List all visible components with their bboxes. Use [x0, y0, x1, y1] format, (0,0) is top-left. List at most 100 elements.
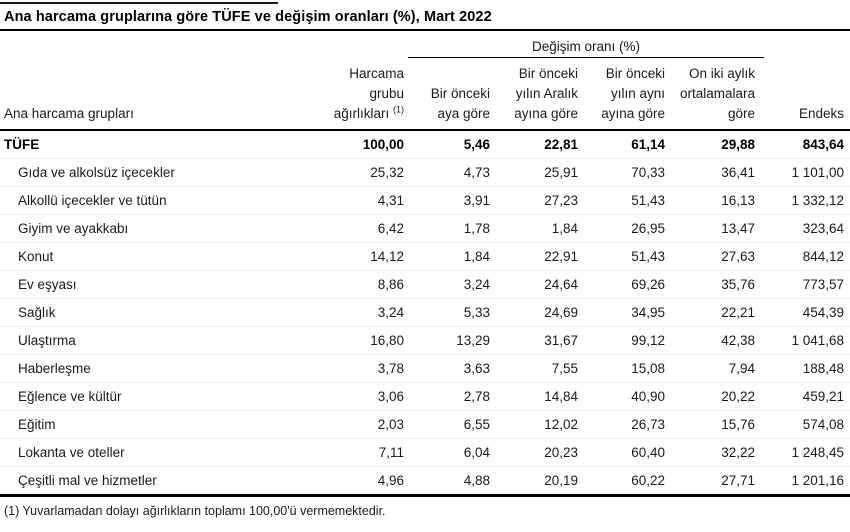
- yearly-change-value: 51,43: [631, 249, 665, 264]
- twelve-month-average-change-value: 35,76: [721, 277, 755, 292]
- monthly-change-value: 6,04: [463, 445, 490, 460]
- monthly-change-value: 1,78: [463, 221, 490, 236]
- since-december-change-value: 14,84: [544, 389, 578, 404]
- table-row: Konut 14,12 1,84 22,91 51,43 27,63 844,1…: [0, 242, 850, 270]
- table-row: Eğitim 2,03 6,55 12,02 26,73 15,76 574,0…: [0, 410, 850, 438]
- table-row: Haberleşme 3,78 3,63 7,55 15,08 7,94 188…: [0, 354, 850, 382]
- monthly-change-value: 13,29: [456, 333, 490, 348]
- column-header-twelve-month-average: On iki aylık ortalamalara göre: [679, 66, 755, 121]
- twelve-month-average-change-value: 42,38: [721, 333, 755, 348]
- index-value: 1 101,00: [791, 165, 844, 180]
- index-value: 1 332,12: [791, 193, 844, 208]
- row-label: Gıda ve alkolsüz içecekler: [18, 165, 175, 180]
- twelve-month-average-change-value: 15,76: [721, 417, 755, 432]
- since-december-change-value: 7,55: [551, 361, 578, 376]
- since-december-change-value: 20,23: [544, 445, 578, 460]
- row-label: Eğlence ve kültür: [18, 389, 122, 404]
- table-row: Giyim ve ayakkabı 6,42 1,78 1,84 26,95 1…: [0, 214, 850, 242]
- table-row: Çeşitli mal ve hizmetler 4,96 4,88 20,19…: [0, 466, 850, 494]
- row-label: Haberleşme: [18, 361, 91, 376]
- weight-value: 4,96: [377, 473, 404, 488]
- index-value: 843,64: [802, 137, 844, 152]
- monthly-change-value: 3,24: [463, 277, 490, 292]
- weight-value: 3,78: [377, 361, 404, 376]
- since-december-change-value: 27,23: [544, 193, 578, 208]
- since-december-change-value: 1,84: [551, 221, 578, 236]
- twelve-month-average-change-value: 22,21: [721, 305, 755, 320]
- table-row: Ulaştırma 16,80 13,29 31,67 99,12 42,38 …: [0, 326, 850, 354]
- yearly-change-value: 40,90: [631, 389, 665, 404]
- row-label: Ev eşyası: [18, 277, 77, 292]
- row-label: Eğitim: [18, 417, 56, 432]
- table-row: Alkollü içecekler ve tütün 4,31 3,91 27,…: [0, 186, 850, 214]
- monthly-change-value: 6,55: [463, 417, 490, 432]
- column-header-main-groups: Ana harcama grupları: [4, 106, 134, 121]
- row-label: Lokanta ve oteller: [18, 445, 125, 460]
- weight-value: 3,06: [377, 389, 404, 404]
- since-december-change-value: 20,19: [544, 473, 578, 488]
- index-value: 844,12: [802, 249, 844, 264]
- table-row: Gıda ve alkolsüz içecekler 25,32 4,73 25…: [0, 158, 850, 186]
- twelve-month-average-change-value: 7,94: [728, 361, 755, 376]
- twelve-month-average-change-value: 13,47: [721, 221, 755, 236]
- row-label: Çeşitli mal ve hizmetler: [18, 473, 157, 488]
- yearly-change-value: 69,26: [631, 277, 665, 292]
- monthly-change-value: 5,33: [463, 305, 490, 320]
- page-title: Ana harcama gruplarına göre TÜFE ve deği…: [0, 0, 850, 31]
- weight-value: 4,31: [377, 193, 404, 208]
- row-label: Ulaştırma: [18, 333, 76, 348]
- since-december-change-value: 22,91: [544, 249, 578, 264]
- yearly-change-value: 60,40: [631, 445, 665, 460]
- index-value: 574,08: [802, 417, 844, 432]
- yearly-change-value: 60,22: [631, 473, 665, 488]
- change-rate-group-header: Değişim oranı (%): [408, 31, 764, 58]
- yearly-change-value: 15,08: [631, 361, 665, 376]
- index-value: 454,39: [802, 305, 844, 320]
- twelve-month-average-change-value: 32,22: [721, 445, 755, 460]
- row-label: Sağlık: [18, 305, 56, 320]
- since-december-change-value: 25,91: [544, 165, 578, 180]
- column-header-yearly-change: Bir önceki yılın aynı ayına göre: [601, 66, 665, 121]
- index-value: 773,57: [802, 277, 844, 292]
- table-row: TÜFE 100,00 5,46 22,81 61,14 29,88 843,6…: [0, 131, 850, 158]
- since-december-change-value: 24,69: [544, 305, 578, 320]
- row-label: TÜFE: [4, 137, 40, 152]
- monthly-change-value: 4,88: [463, 473, 490, 488]
- top-edge-line: [0, 2, 278, 4]
- yearly-change-value: 61,14: [631, 137, 665, 152]
- monthly-change-value: 2,78: [463, 389, 490, 404]
- yearly-change-value: 51,43: [631, 193, 665, 208]
- change-rate-group-header-row: Değişim oranı (%): [0, 31, 850, 58]
- index-value: 1 201,16: [791, 473, 844, 488]
- monthly-change-value: 3,91: [463, 193, 490, 208]
- twelve-month-average-change-value: 27,63: [721, 249, 755, 264]
- column-header-since-december-change: Bir önceki yılın Aralık ayına göre: [514, 66, 578, 121]
- footnote-marker: (1): [393, 104, 404, 115]
- monthly-change-value: 1,84: [463, 249, 490, 264]
- table-column-headers: Ana harcama grupları Harcama grubu ağırl…: [0, 58, 850, 131]
- row-label: Konut: [18, 249, 54, 264]
- row-label: Alkollü içecekler ve tütün: [18, 193, 167, 208]
- row-label: Giyim ve ayakkabı: [18, 221, 129, 236]
- column-header-weights: Harcama grubu ağırlıkları (1): [333, 66, 404, 121]
- weight-value: 25,32: [370, 165, 404, 180]
- weight-value: 7,11: [378, 445, 404, 460]
- yearly-change-value: 26,73: [631, 417, 665, 432]
- yearly-change-value: 70,33: [631, 165, 665, 180]
- yearly-change-value: 26,95: [631, 221, 665, 236]
- table-body: TÜFE 100,00 5,46 22,81 61,14 29,88 843,6…: [0, 131, 850, 497]
- table-row: Eğlence ve kültür 3,06 2,78 14,84 40,90 …: [0, 382, 850, 410]
- weight-value: 6,42: [377, 221, 404, 236]
- twelve-month-average-change-value: 16,13: [721, 193, 755, 208]
- index-value: 188,48: [802, 361, 844, 376]
- twelve-month-average-change-value: 20,22: [721, 389, 755, 404]
- monthly-change-value: 3,63: [463, 361, 490, 376]
- weight-value: 8,86: [377, 277, 404, 292]
- index-value: 459,21: [802, 389, 844, 404]
- since-december-change-value: 22,81: [544, 137, 578, 152]
- since-december-change-value: 24,64: [544, 277, 578, 292]
- twelve-month-average-change-value: 36,41: [721, 165, 755, 180]
- weight-value: 14,12: [370, 249, 404, 264]
- table-row: Lokanta ve oteller 7,11 6,04 20,23 60,40…: [0, 438, 850, 466]
- yearly-change-value: 34,95: [631, 305, 665, 320]
